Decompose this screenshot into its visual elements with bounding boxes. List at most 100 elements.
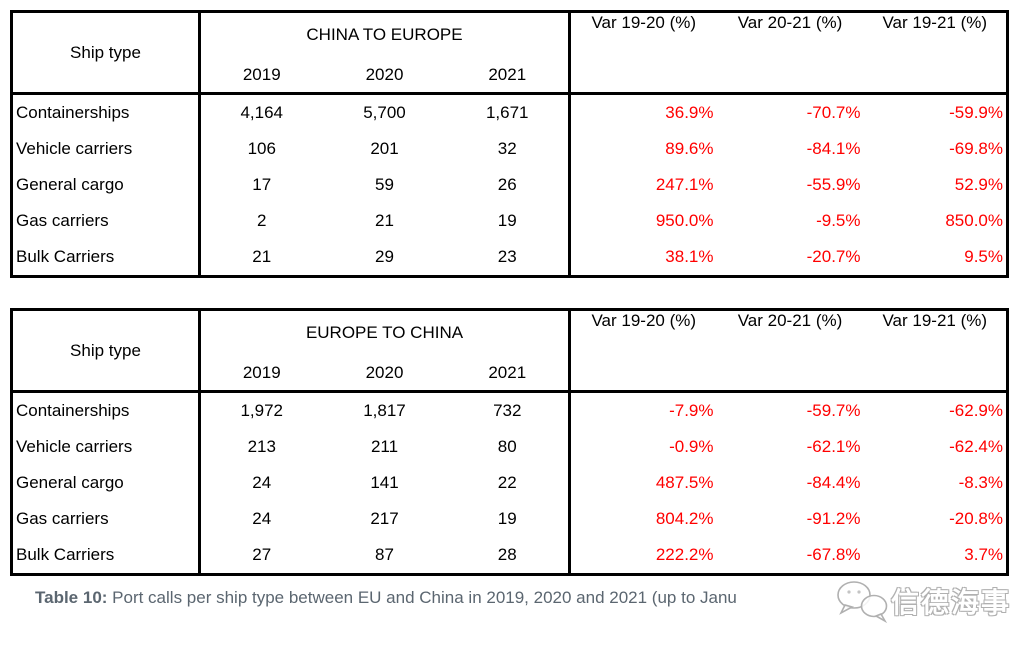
ship-type-cell: General cargo [11, 465, 201, 501]
year-value-cell: 4,164 [240, 103, 284, 122]
ship-type-cell: Vehicle carriers [11, 131, 201, 167]
watermark: 信德海事 [833, 578, 1011, 624]
var-value-cell: -62.9% [949, 401, 1004, 420]
var-value-cell: -62.1% [806, 437, 861, 456]
ship-type-cell: Bulk Carriers [11, 239, 201, 277]
year-value-cell: 59 [375, 175, 394, 194]
port-calls-table-china-to-europe: Ship type CHINA TO EUROPE Var 19-20 (%) … [10, 10, 1009, 278]
year-value-cell: 24 [252, 509, 272, 528]
var-value-cell: -0.9% [669, 437, 714, 456]
year-value-cell: 29 [375, 247, 394, 266]
var-19-20-header: Var 19-20 (%) [569, 309, 717, 393]
year-value-cell: 21 [252, 247, 272, 266]
table-header-row-1: Ship type EUROPE TO CHINA Var 19-20 (%) … [11, 309, 1008, 393]
year-2019-header: 2019 [199, 355, 323, 393]
var-value-cell: 850.0% [945, 211, 1003, 230]
year-value-cell: 24 [252, 473, 272, 492]
var-value-cell: -20.8% [949, 509, 1004, 528]
var-value-cell: 9.5% [964, 247, 1003, 266]
year-value-cell: 80 [446, 429, 572, 465]
var-19-21-header: Var 19-21 (%) [863, 309, 1008, 393]
var-value-cell: 804.2% [655, 509, 714, 528]
var-value-cell: 52.9% [954, 175, 1003, 194]
var-value-cell: 487.5% [655, 473, 714, 492]
var-value-cell: 222.2% [655, 545, 714, 564]
year-2019-header: 2019 [199, 57, 323, 95]
year-value-cell: 26 [446, 167, 571, 203]
table-row: Vehicle carriers 213 211 80 -0.9% -62.1%… [11, 429, 1008, 465]
table-caption: Table 10: Port calls per ship type betwe… [35, 587, 737, 608]
table-row: Bulk Carriers 27 87 28 222.2% -67.8% 3.7… [11, 537, 1008, 575]
year-value-cell: 213 [247, 437, 276, 456]
var-20-21-header: Var 20-21 (%) [716, 11, 864, 95]
var-value-cell: -62.4% [949, 437, 1004, 456]
year-value-cell: 22 [446, 465, 572, 501]
table-row: Gas carriers 24 217 19 804.2% -91.2% -20… [11, 501, 1008, 537]
year-value-cell: 106 [247, 139, 276, 158]
var-value-cell: -55.9% [806, 175, 861, 194]
year-value-cell: 19 [446, 501, 572, 537]
var-value-cell: 950.0% [655, 211, 714, 230]
year-value-cell: 211 [370, 437, 399, 456]
caption-label: Table 10: [35, 588, 108, 607]
table-row: General cargo 24 141 22 487.5% -84.4% -8… [11, 465, 1008, 501]
var-value-cell: -7.9% [669, 401, 714, 420]
table-row: Gas carriers 2 21 19 950.0% -9.5% 850.0% [11, 203, 1008, 239]
var-value-cell: -59.9% [949, 103, 1003, 122]
var-value-cell: -8.3% [958, 473, 1004, 492]
var-value-cell: 3.7% [964, 545, 1004, 564]
year-value-cell: 17 [252, 175, 272, 194]
table-row: General cargo 17 59 26 247.1% -55.9% 52.… [11, 167, 1008, 203]
year-value-cell: 1,671 [446, 93, 571, 131]
year-value-cell: 21 [375, 211, 394, 230]
var-19-20-header: Var 19-20 (%) [569, 11, 717, 95]
ship-type-header: Ship type [11, 309, 201, 393]
table-row: Bulk Carriers 21 29 23 38.1% -20.7% 9.5% [11, 239, 1008, 277]
var-value-cell: 89.6% [665, 139, 714, 158]
year-value-cell: 732 [446, 391, 572, 429]
ship-type-cell: Gas carriers [11, 501, 201, 537]
year-value-cell: 201 [370, 139, 399, 158]
var-value-cell: -20.7% [806, 247, 861, 266]
ship-type-header: Ship type [11, 11, 201, 95]
ship-type-cell: Containerships [11, 391, 201, 429]
var-value-cell: -69.8% [949, 139, 1003, 158]
year-2021-header: 2021 [446, 57, 571, 95]
year-value-cell: 19 [446, 203, 571, 239]
year-value-cell: 28 [446, 537, 572, 575]
table-row: Containerships 4,164 5,700 1,671 36.9% -… [11, 93, 1008, 131]
watermark-text: 信德海事 [891, 587, 1012, 618]
wechat-bubbles-icon [837, 581, 888, 624]
ship-type-cell: Containerships [11, 93, 201, 131]
year-2020-header: 2020 [322, 355, 447, 393]
var-value-cell: -84.1% [806, 139, 861, 158]
var-value-cell: -84.4% [806, 473, 861, 492]
table-row: Containerships 1,972 1,817 732 -7.9% -59… [11, 391, 1008, 429]
table-row: Vehicle carriers 106 201 32 89.6% -84.1%… [11, 131, 1008, 167]
year-2020-header: 2020 [322, 57, 447, 95]
var-value-cell: -70.7% [806, 103, 861, 122]
var-value-cell: 38.1% [665, 247, 714, 266]
table-header-row-2: 2019 2020 2021 [12, 355, 1008, 393]
year-value-cell: 217 [370, 509, 399, 528]
year-value-cell: 5,700 [363, 103, 406, 122]
year-value-cell: 27 [252, 545, 272, 564]
var-value-cell: 247.1% [655, 175, 714, 194]
var-value-cell: -59.7% [806, 401, 861, 420]
ship-type-cell: Gas carriers [11, 203, 201, 239]
ship-type-cell: Vehicle carriers [11, 429, 201, 465]
var-value-cell: -91.2% [806, 509, 861, 528]
var-value-cell: 36.9% [665, 103, 714, 122]
ship-type-cell: Bulk Carriers [11, 537, 201, 575]
year-value-cell: 141 [370, 473, 399, 492]
year-value-cell: 1,972 [240, 401, 284, 420]
caption-obscured-text: Janu [700, 588, 737, 607]
var-19-21-header: Var 19-21 (%) [863, 11, 1008, 95]
table-header-row-2: 2019 2020 2021 [12, 57, 1008, 95]
year-value-cell: 32 [446, 131, 571, 167]
var-value-cell: -9.5% [816, 211, 861, 230]
port-calls-table-europe-to-china: Ship type EUROPE TO CHINA Var 19-20 (%) … [10, 308, 1010, 576]
route-header: EUROPE TO CHINA [199, 309, 572, 355]
var-value-cell: -67.8% [806, 545, 861, 564]
route-header: CHINA TO EUROPE [199, 11, 571, 57]
